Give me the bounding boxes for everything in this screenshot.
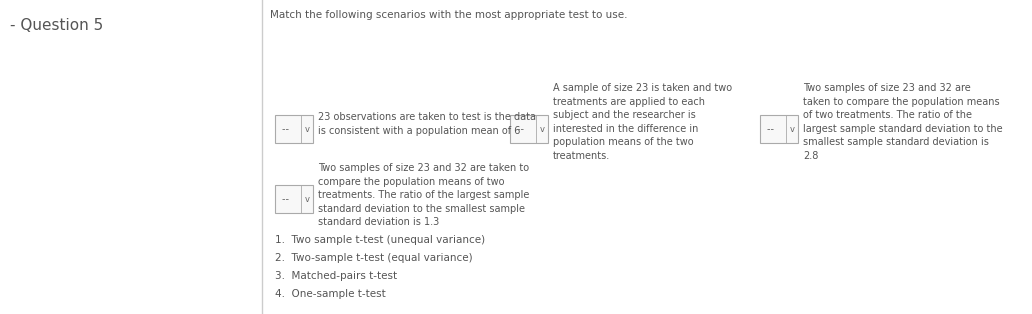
Text: --: --: [283, 194, 293, 204]
Text: --: --: [517, 124, 527, 134]
Text: Two samples of size 23 and 32 are
taken to compare the population means
of two t: Two samples of size 23 and 32 are taken …: [803, 83, 1003, 161]
Text: Two samples of size 23 and 32 are taken to
compare the population means of two
t: Two samples of size 23 and 32 are taken …: [318, 163, 529, 227]
Text: 3.  Matched-pairs t-test: 3. Matched-pairs t-test: [275, 271, 397, 281]
Text: v: v: [304, 124, 310, 133]
Text: --: --: [283, 124, 293, 134]
Text: v: v: [304, 194, 310, 203]
Text: v: v: [540, 124, 545, 133]
Bar: [275, 185, 313, 213]
Text: 2.  Two-sample t-test (equal variance): 2. Two-sample t-test (equal variance): [275, 253, 473, 263]
Text: A sample of size 23 is taken and two
treatments are applied to each
subject and : A sample of size 23 is taken and two tre…: [553, 83, 732, 161]
Text: Match the following scenarios with the most appropriate test to use.: Match the following scenarios with the m…: [270, 10, 627, 20]
Bar: [275, 115, 313, 143]
Text: 23 observations are taken to test is the data
is consistent with a population me: 23 observations are taken to test is the…: [318, 112, 536, 136]
Text: 4.  One-sample t-test: 4. One-sample t-test: [275, 289, 386, 299]
Text: v: v: [789, 124, 795, 133]
Text: - Question 5: - Question 5: [10, 18, 103, 33]
Bar: [510, 115, 548, 143]
Text: 1.  Two sample t-test (unequal variance): 1. Two sample t-test (unequal variance): [275, 235, 485, 245]
Bar: [760, 115, 798, 143]
Text: --: --: [768, 124, 777, 134]
